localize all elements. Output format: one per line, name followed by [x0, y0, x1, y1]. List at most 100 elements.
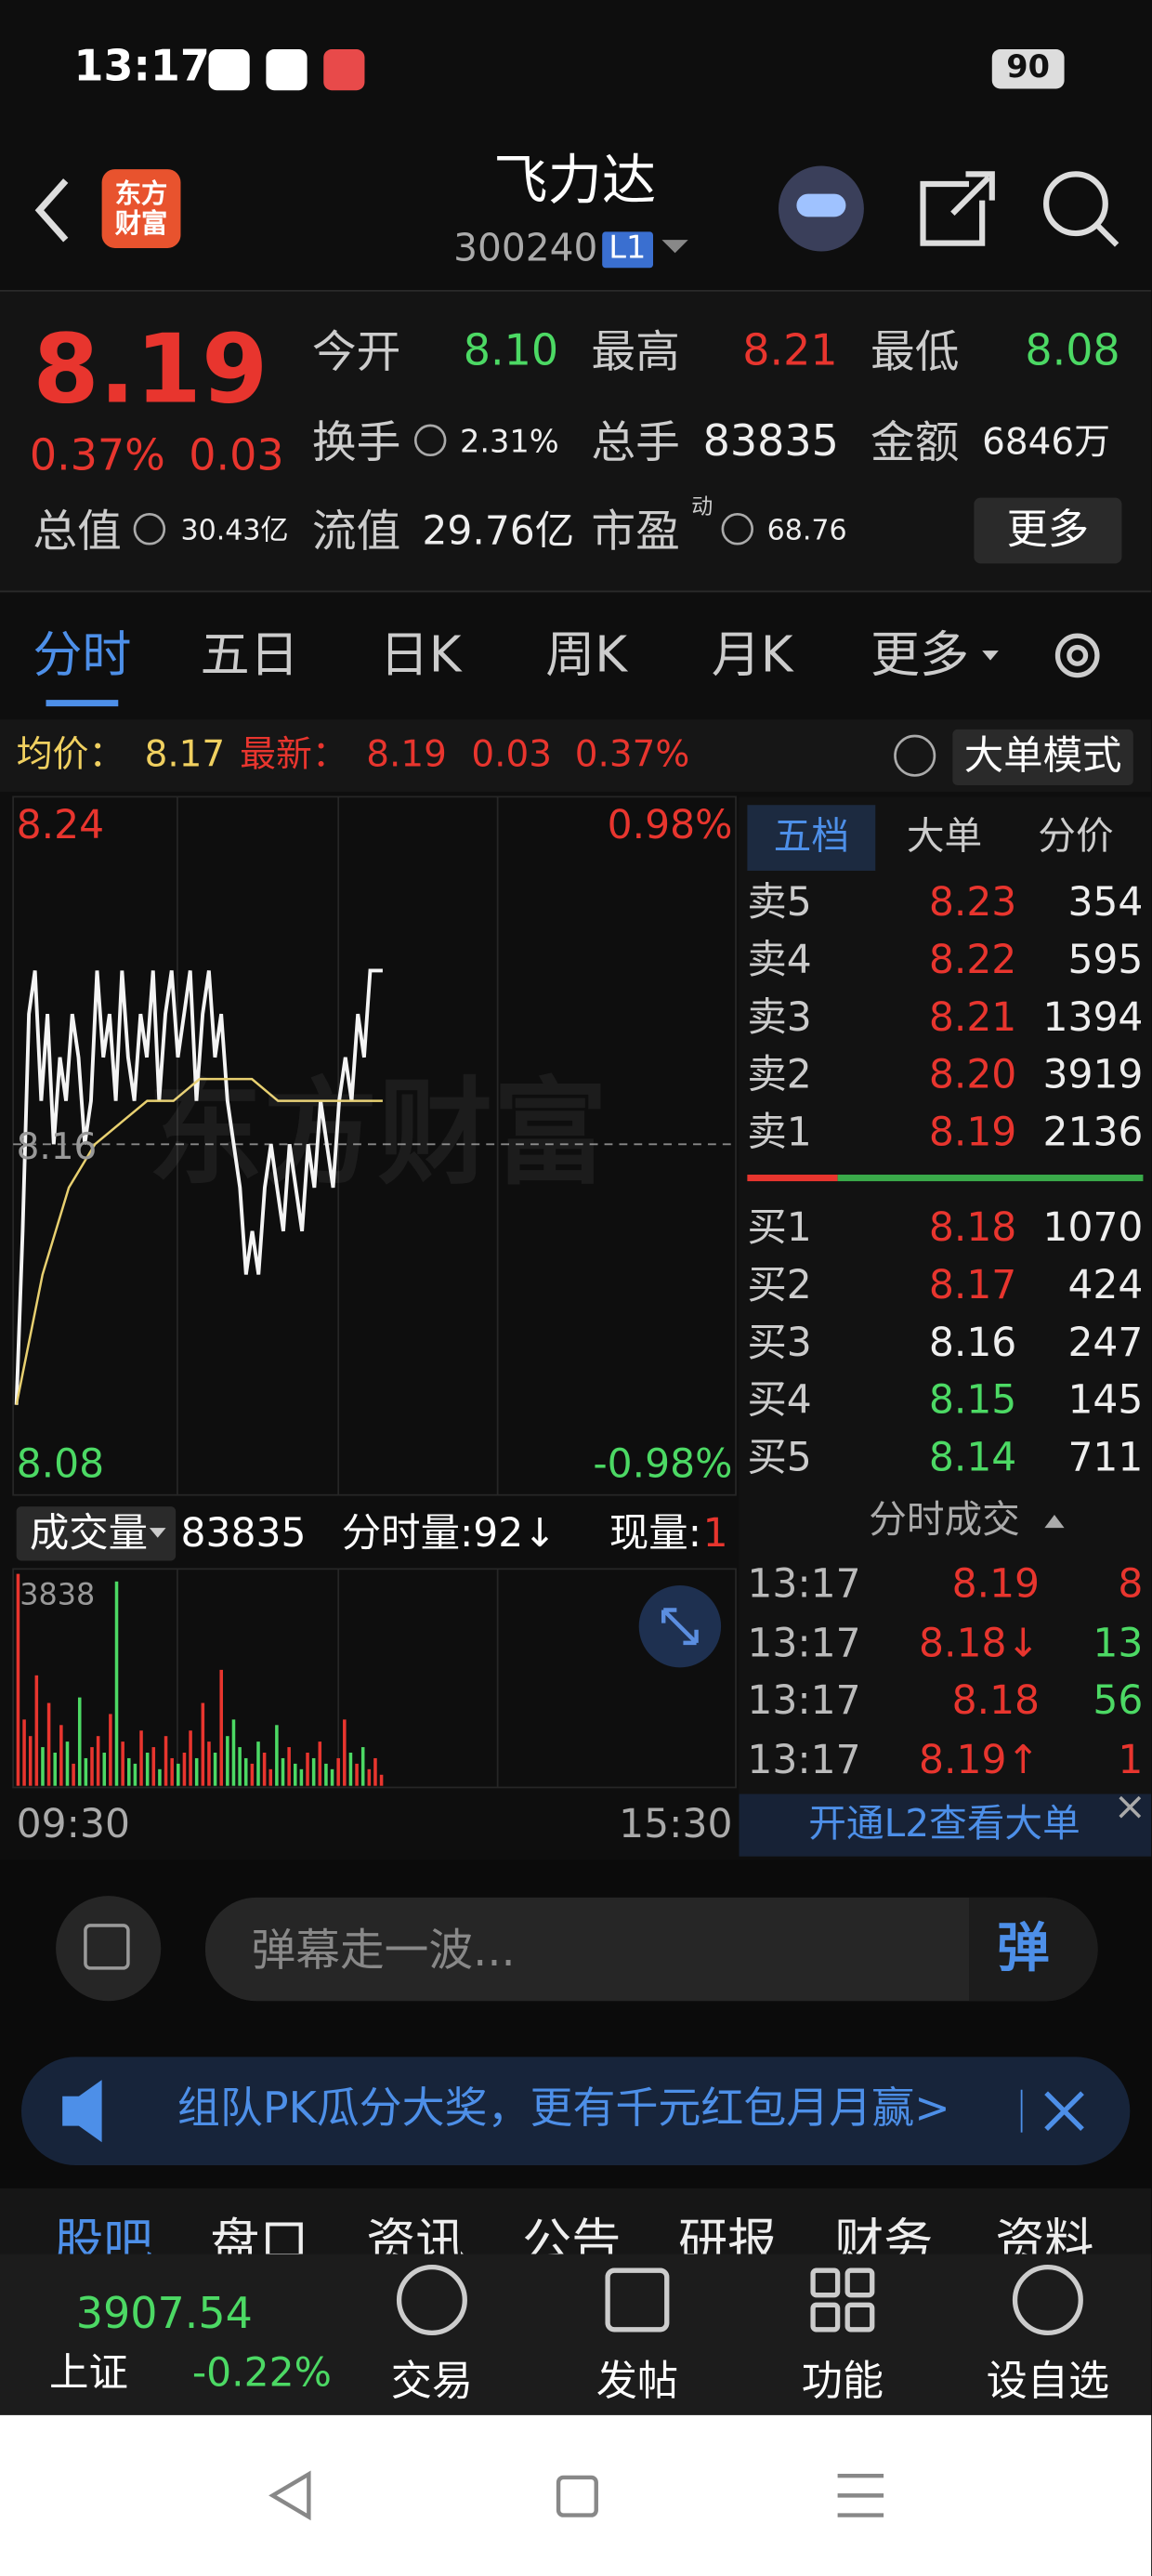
- mode-button-bg[interactable]: [952, 729, 1133, 786]
- book-level: 买1: [747, 1204, 812, 1251]
- volume-bar: [109, 1714, 112, 1786]
- book-tab[interactable]: 分价: [1038, 816, 1114, 860]
- period-tab[interactable]: 日K: [379, 626, 462, 685]
- dropdown-icon[interactable]: [982, 651, 999, 661]
- volume-bar: [231, 1719, 236, 1786]
- period-tab[interactable]: 更多: [870, 626, 970, 685]
- search-icon[interactable]: [1043, 171, 1108, 237]
- volume-bar: [133, 1763, 137, 1786]
- volume-bar: [299, 1768, 304, 1786]
- volume-bar: [268, 1768, 273, 1786]
- sys-home[interactable]: [556, 2475, 598, 2517]
- field-label: 最高: [591, 327, 680, 379]
- volume-bar: [46, 1702, 51, 1786]
- comment-button[interactable]: 弹: [997, 1916, 1050, 1979]
- field-label: 总手: [591, 417, 680, 469]
- latest-change: 0.03: [471, 734, 552, 777]
- app-icon: [208, 49, 250, 91]
- comment-button-bg[interactable]: [969, 1897, 1098, 2002]
- trade-volume: 56: [1093, 1677, 1144, 1724]
- trade-price: 8.18: [951, 1677, 1041, 1724]
- book-price: 8.18: [928, 1204, 1017, 1251]
- logo-text: 东方财富: [114, 177, 168, 239]
- panel-bg: [739, 796, 1152, 1857]
- l2-banner[interactable]: 开通L2查看大单: [808, 1803, 1080, 1847]
- latest-price: 8.19: [366, 734, 447, 777]
- volume-bar: [281, 1757, 285, 1786]
- nav-item[interactable]: 发帖: [596, 2357, 679, 2405]
- book-price: 8.15: [928, 1376, 1017, 1424]
- more-button[interactable]: 更多: [1006, 505, 1090, 554]
- book-price: 8.23: [928, 879, 1017, 926]
- volume-bar: [34, 1675, 39, 1786]
- volume-max-label: 3838: [20, 1578, 96, 1613]
- volume-bar: [256, 1741, 260, 1786]
- nav-item[interactable]: 交易: [390, 2357, 474, 2405]
- volume-bar: [343, 1719, 347, 1786]
- field-value: 30.43亿: [180, 514, 289, 548]
- field-label: 换手: [311, 417, 401, 469]
- trade-price: 8.19: [951, 1560, 1041, 1608]
- volume-bar: [90, 1747, 94, 1786]
- volume-bar: [294, 1763, 297, 1786]
- trade-price: 8.18↓: [919, 1619, 1041, 1666]
- volume-bar: [243, 1757, 248, 1786]
- comment-placeholder[interactable]: 弹幕走一波...: [251, 1925, 516, 1978]
- book-volume: 424: [1067, 1262, 1144, 1308]
- ask-bar: [747, 1175, 838, 1182]
- watermark: 东方财富: [148, 1065, 609, 1201]
- index-value[interactable]: 3907.54: [75, 2290, 253, 2340]
- banner-text[interactable]: 组队PK瓜分大奖，更有千元红包月月赢>: [177, 2084, 950, 2135]
- volume-bar: [72, 1763, 75, 1786]
- barrage-icon[interactable]: [56, 1896, 162, 2002]
- book-volume: 595: [1067, 937, 1144, 983]
- book-tab[interactable]: 五档: [773, 816, 849, 860]
- comment-input[interactable]: [204, 1897, 1097, 2002]
- trades-title[interactable]: 分时成交: [869, 1499, 1020, 1543]
- dropdown-icon[interactable]: [661, 240, 688, 254]
- volume-bar: [96, 1736, 100, 1786]
- volume-bar: [53, 1753, 57, 1786]
- share-icon[interactable]: [920, 171, 995, 246]
- volume-bar: [28, 1736, 33, 1786]
- volume-label-bg[interactable]: [16, 1506, 177, 1561]
- volume-bar: [170, 1757, 174, 1786]
- nav-cover: [0, 2254, 1152, 2415]
- book-tab[interactable]: 大单: [906, 816, 983, 860]
- l2-banner-bg[interactable]: [739, 1794, 1152, 1857]
- index-name: 上证: [49, 2349, 128, 2396]
- nav-item[interactable]: 功能: [801, 2357, 884, 2405]
- volume-bar: [330, 1768, 334, 1786]
- mode-button[interactable]: 大单模式: [963, 732, 1122, 780]
- period-tab[interactable]: 周K: [545, 626, 628, 685]
- info-icon[interactable]: [133, 424, 936, 777]
- volume-bar: [226, 1736, 229, 1786]
- volume-bar: [41, 1747, 45, 1786]
- banner-bg[interactable]: [20, 2057, 1131, 2166]
- volume-bar: [250, 1763, 255, 1786]
- book-level: 买4: [747, 1376, 812, 1424]
- battery-icon: [991, 49, 1065, 89]
- system-nav: [0, 2414, 1152, 2576]
- settings-icon[interactable]: [1054, 633, 1100, 678]
- trade-time: 13:17: [747, 1619, 861, 1666]
- more-button-bg[interactable]: [974, 497, 1122, 564]
- nav-item[interactable]: 设自选: [986, 2357, 1110, 2405]
- volume-bar: [219, 1669, 223, 1786]
- battery-level: 90: [1006, 49, 1051, 86]
- volume-bar: [201, 1702, 205, 1786]
- period-tab[interactable]: 五日: [200, 626, 299, 685]
- sys-menu[interactable]: [837, 2473, 884, 2517]
- sys-back[interactable]: [268, 2470, 311, 2521]
- back-icon[interactable]: [34, 178, 69, 243]
- volume-bar: [59, 1725, 63, 1786]
- price-line: [14, 968, 383, 1405]
- volume-total: 83835: [180, 1510, 307, 1557]
- period-tab[interactable]: 分时: [33, 626, 132, 685]
- volume-label[interactable]: 成交量: [29, 1510, 149, 1557]
- period-tab[interactable]: 月K: [711, 626, 793, 685]
- book-level: 卖5: [747, 879, 812, 926]
- x-start-label: 09:30: [16, 1800, 130, 1847]
- app-icon: [323, 49, 365, 91]
- latest-label: 最新：: [240, 734, 348, 777]
